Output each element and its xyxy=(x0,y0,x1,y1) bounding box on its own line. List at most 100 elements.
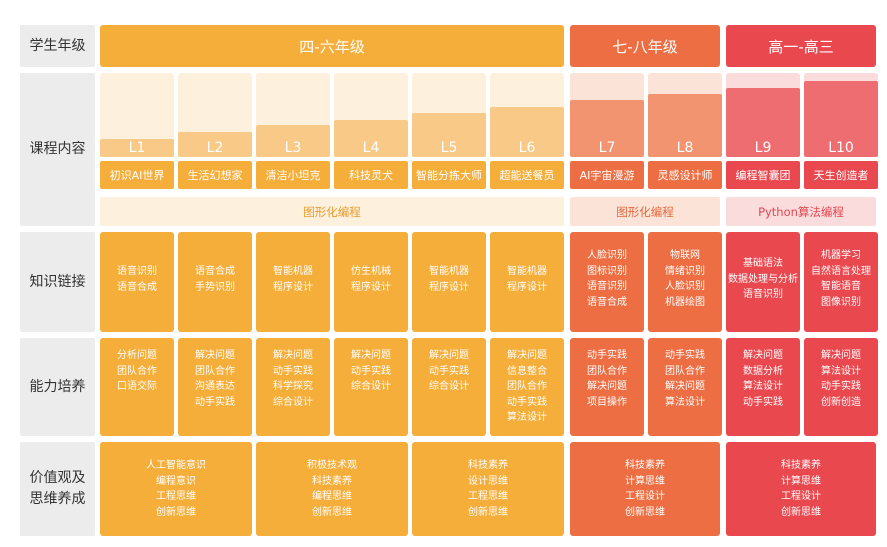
cell-line: 动手实践 xyxy=(507,396,547,408)
cell-line: 沟通表达 xyxy=(195,381,235,392)
cell-line: 自然语言处理 xyxy=(811,265,871,277)
cell-line: 动手实践 xyxy=(665,350,705,361)
cell-line: 算法设计 xyxy=(743,381,783,392)
cell-line: 算法设计 xyxy=(821,365,861,377)
cell-line: 积极技术观 xyxy=(307,460,357,471)
cell-line: 动手实践 xyxy=(195,396,235,408)
cell-line: 分析问题 xyxy=(117,350,157,361)
course-name-10[interactable]: 天生创造者 xyxy=(804,161,878,189)
cell-line: 解决问题 xyxy=(351,350,391,361)
cell-line: 智能机器 xyxy=(273,266,313,277)
cell-line: 算法设计 xyxy=(507,412,547,423)
cell-line: 解决问题 xyxy=(743,350,783,361)
knowledge-cell-8: 物联网 情绪识别 人脸识别 机器绘图 xyxy=(648,232,722,332)
ability-cell-8: 动手实践 团队合作 解决问题 算法设计 xyxy=(648,338,722,436)
knowledge-cell-1: 语音识别 语音合成 xyxy=(100,232,174,332)
cell-line: 动手实践 xyxy=(429,365,469,377)
cell-line: 数据处理与分析 xyxy=(728,273,798,285)
course-name-8[interactable]: 灵感设计师 xyxy=(648,161,722,189)
course-name-9[interactable]: 编程智囊团 xyxy=(726,161,800,189)
cell-line: 物联网 xyxy=(670,250,700,261)
cell-line: 语音识别 xyxy=(117,266,157,277)
knowledge-cell-7: 人脸识别 图标识别 语音识别 语音合成 xyxy=(570,232,644,332)
course-name-2[interactable]: 生活幻想家 xyxy=(178,161,252,189)
course-name-3[interactable]: 清洁小坦克 xyxy=(256,161,330,189)
level-bar-3: L3 xyxy=(256,125,330,157)
ability-cell-5: 解决问题 动手实践 综合设计 xyxy=(412,338,486,436)
knowledge-cell-10: 机器学习 自然语言处理 智能语音 图像识别 xyxy=(804,232,878,332)
cell-line: 智能机器 xyxy=(507,266,547,277)
course-name-1[interactable]: 初识AI世界 xyxy=(100,161,174,189)
cell-line: 解决问题 xyxy=(587,381,627,392)
grade-band-high-school: 高一-高三 xyxy=(726,25,876,67)
knowledge-cell-2: 语音合成 手势识别 xyxy=(178,232,252,332)
cell-line: 科技素养 xyxy=(625,460,665,471)
values-cell-4: 科技素养 计算思维 工程设计 创新思维 xyxy=(570,442,720,536)
row-label-course: 课程内容 xyxy=(20,73,95,226)
cell-line: 图像识别 xyxy=(821,296,861,308)
cell-line: 动手实践 xyxy=(587,350,627,361)
row-label-values: 价值观及思维养成 xyxy=(20,442,95,536)
cell-line: 团队合作 xyxy=(117,365,157,377)
cell-line: 智能机器 xyxy=(429,266,469,277)
cell-line: 语音合成 xyxy=(195,266,235,277)
knowledge-cell-3: 智能机器 程序设计 xyxy=(256,232,330,332)
cell-line: 机器学习 xyxy=(821,250,861,261)
ability-cell-2: 解决问题团队合作沟通表达动手实践 xyxy=(178,338,252,436)
cell-line: 语音识别 xyxy=(587,281,627,292)
cell-line: 动手实践 xyxy=(743,396,783,408)
cell-line: 工程设计 xyxy=(781,491,821,502)
ability-cell-1: 分析问题团队合作口语交际 xyxy=(100,338,174,436)
cell-line: 人脸识别 xyxy=(587,250,627,261)
cell-line: 解决问题 xyxy=(821,350,861,361)
level-bar-8: L8 xyxy=(648,94,722,157)
cell-line: 科技素养 xyxy=(468,460,508,471)
cell-line: 程序设计 xyxy=(507,281,547,293)
cell-line: 仿生机械 xyxy=(351,266,391,277)
cell-line: 团队合作 xyxy=(507,381,547,392)
cell-line: 人工智能意识 xyxy=(146,460,206,471)
cell-line: 科技素养 xyxy=(312,475,352,487)
ability-cell-10: 解决问题 算法设计 动手实践 创新创造 xyxy=(804,338,878,436)
cell-line: 语音合成 xyxy=(117,281,157,293)
cell-line: 手势识别 xyxy=(195,281,235,293)
cell-line: 机器绘图 xyxy=(665,296,705,308)
cell-line: 解决问题 xyxy=(273,350,313,361)
category-graphical-7-8: 图形化编程 xyxy=(570,197,720,226)
cell-line: 团队合作 xyxy=(195,365,235,377)
category-graphical-4-6: 图形化编程 xyxy=(100,197,564,226)
cell-line: 人脸识别 xyxy=(665,281,705,292)
level-bar-6: L6 xyxy=(490,107,564,157)
cell-line: 解决问题 xyxy=(507,350,547,361)
cell-line: 程序设计 xyxy=(351,281,391,293)
cell-line: 口语交际 xyxy=(117,381,157,392)
grade-band-4-6: 四-六年级 xyxy=(100,25,564,67)
cell-line: 信息整合 xyxy=(507,365,547,377)
row-label-ability: 能力培养 xyxy=(20,338,95,436)
level-bar-10: L10 xyxy=(804,81,878,157)
category-python: Python算法编程 xyxy=(726,197,876,226)
ability-cell-4: 解决问题 动手实践 综合设计 xyxy=(334,338,408,436)
course-name-6[interactable]: 超能送餐员 xyxy=(490,161,564,189)
level-bar-9: L9 xyxy=(726,88,800,157)
cell-line: 工程思维 xyxy=(468,491,508,502)
cell-line: 计算思维 xyxy=(625,475,665,487)
cell-line: 综合设计 xyxy=(273,396,313,408)
cell-line: 语音合成 xyxy=(587,296,627,308)
course-name-4[interactable]: 科技灵犬 xyxy=(334,161,408,189)
cell-line: 创新思维 xyxy=(156,506,196,518)
ability-cell-6: 解决问题信息整合团队合作动手实践算法设计 xyxy=(490,338,564,436)
cell-line: 动手实践 xyxy=(821,381,861,392)
row-label-knowledge: 知识链接 xyxy=(20,232,95,332)
knowledge-cell-4: 仿生机械 程序设计 xyxy=(334,232,408,332)
row-label-grade: 学生年级 xyxy=(20,25,95,67)
course-name-7[interactable]: AI宇宙漫游 xyxy=(570,161,644,189)
cell-line: 计算思维 xyxy=(781,475,821,487)
cell-line: 项目操作 xyxy=(587,396,627,408)
course-name-5[interactable]: 智能分拣大师 xyxy=(412,161,486,189)
cell-line: 解决问题 xyxy=(429,350,469,361)
cell-line: 解决问题 xyxy=(195,350,235,361)
ability-cell-3: 解决问题 动手实践 科学探究 综合设计 xyxy=(256,338,330,436)
level-bar-7: L7 xyxy=(570,100,644,157)
knowledge-cell-6: 智能机器 程序设计 xyxy=(490,232,564,332)
